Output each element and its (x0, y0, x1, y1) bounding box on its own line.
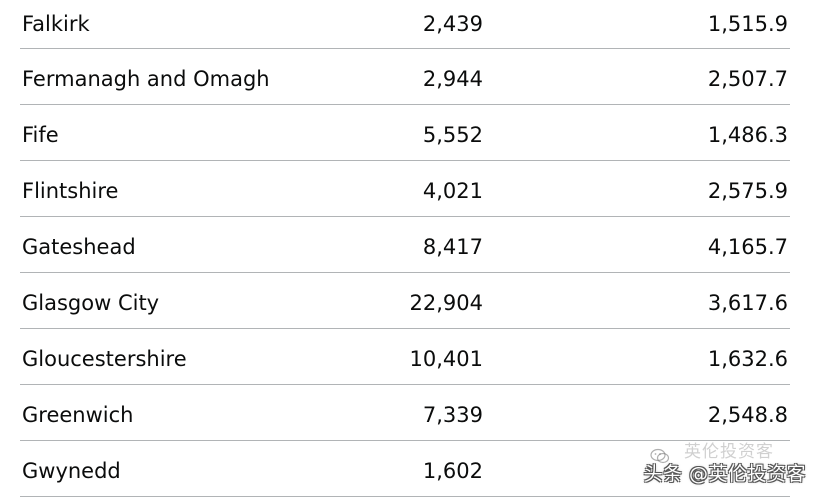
value-column-1: 2,439 (422, 12, 483, 36)
value-column-1: 5,552 (422, 123, 483, 147)
area-name: Glasgow City (22, 291, 160, 315)
table-row: Greenwich 7,339 2,548.8 (20, 385, 790, 441)
table-row: Gwynedd 1,602 (20, 441, 790, 497)
value-column-2: 3,617.6 (707, 291, 788, 315)
value-column-2: 4,165.7 (707, 235, 788, 259)
value-column-2: 1,515.9 (707, 12, 788, 36)
area-name: Fermanagh and Omagh (22, 67, 270, 91)
watermark: 头条 @英伦投资客 (643, 459, 806, 486)
table-row: Glasgow City 22,904 3,617.6 (20, 273, 790, 329)
area-name: Greenwich (22, 403, 134, 427)
area-name: Flintshire (22, 179, 119, 203)
watermark-ghost-text: 英伦投资客 (684, 442, 774, 462)
table-row: Fife 5,552 1,486.3 (20, 105, 790, 161)
value-column-1: 8,417 (422, 235, 483, 259)
value-column-2: 1,632.6 (707, 347, 788, 371)
table-row: Gateshead 8,417 4,165.7 (20, 217, 790, 273)
table-row: Gloucestershire 10,401 1,632.6 (20, 329, 790, 385)
wechat-icon (650, 448, 670, 464)
value-column-2: 1,486.3 (707, 123, 788, 147)
value-column-1: 4,021 (422, 179, 483, 203)
table-row: Fermanagh and Omagh 2,944 2,507.7 (20, 49, 790, 105)
area-name: Gateshead (22, 235, 136, 259)
area-name: Gloucestershire (22, 347, 187, 371)
value-column-1: 2,944 (422, 67, 483, 91)
value-column-1: 22,904 (409, 291, 483, 315)
table-row: Flintshire 4,021 2,575.9 (20, 161, 790, 217)
value-column-1: 10,401 (409, 347, 483, 371)
watermark-text: 头条 @英伦投资客 (643, 463, 806, 485)
data-table: Falkirk 2,439 1,515.9 Fermanagh and Omag… (20, 0, 790, 497)
area-name: Fife (22, 123, 59, 147)
value-column-2: 2,548.8 (707, 403, 788, 427)
value-column-2: 2,507.7 (707, 67, 788, 91)
value-column-1: 1,602 (422, 459, 483, 483)
value-column-2: 2,575.9 (707, 179, 788, 203)
value-column-1: 7,339 (422, 403, 483, 427)
area-name: Gwynedd (22, 459, 121, 483)
area-name: Falkirk (22, 12, 90, 36)
table-row: Falkirk 2,439 1,515.9 (20, 0, 790, 49)
